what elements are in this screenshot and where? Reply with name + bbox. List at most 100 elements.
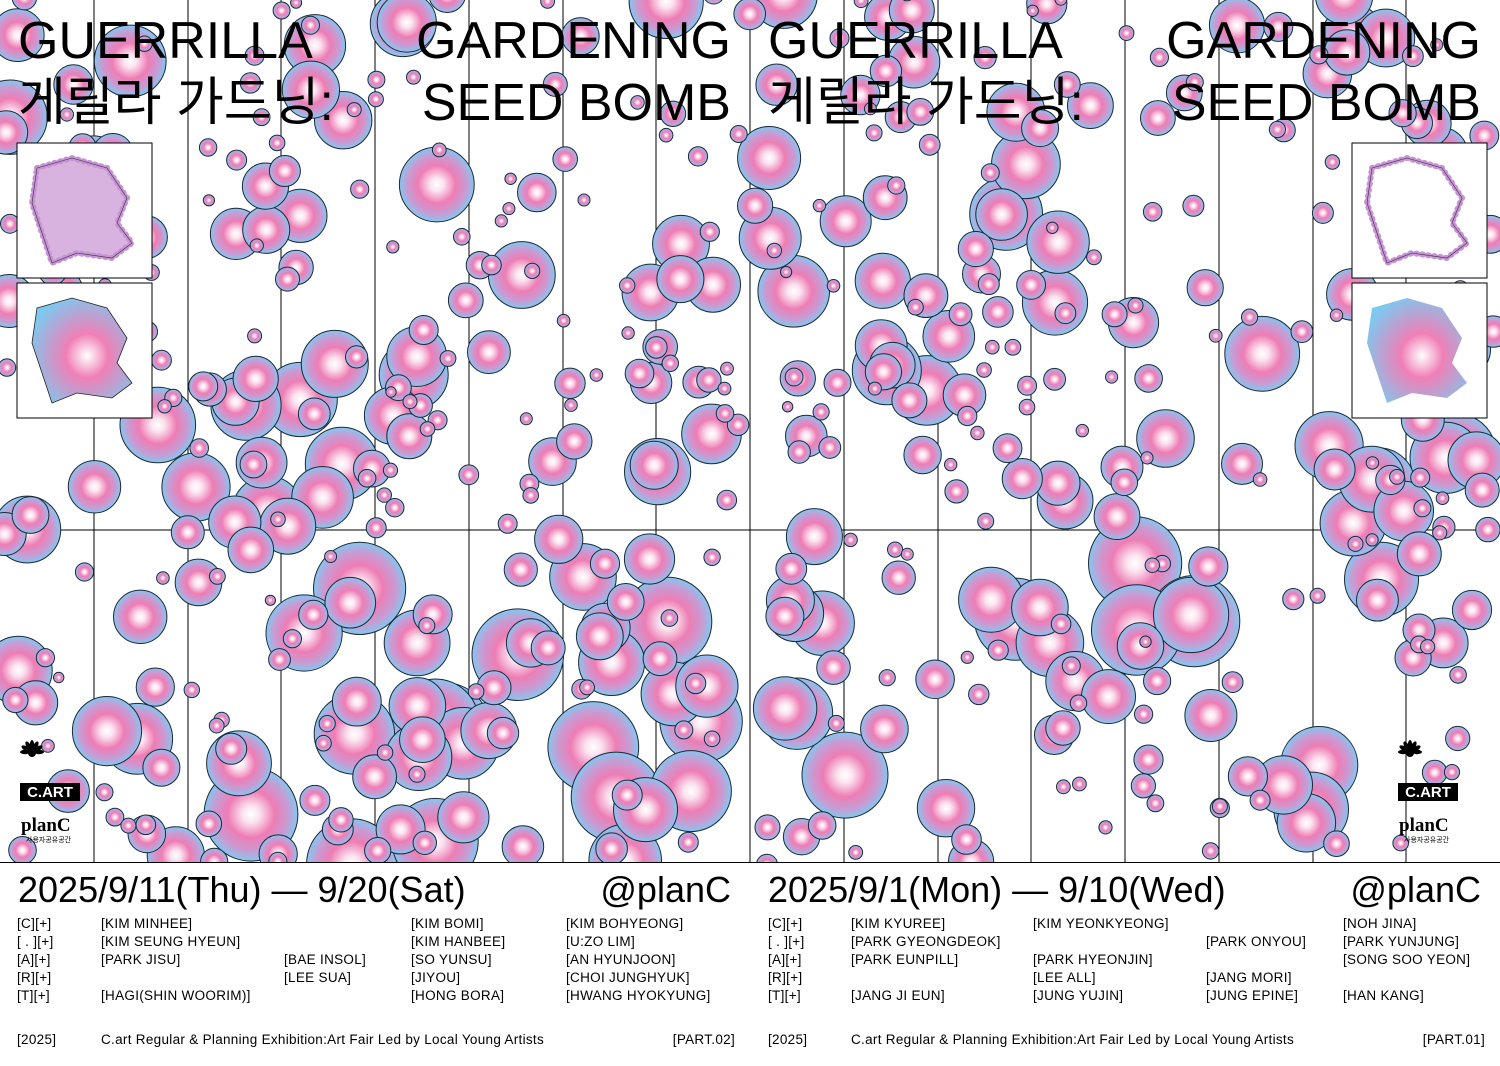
seed-bomb <box>11 496 50 534</box>
seed-bomb <box>382 462 399 478</box>
seed-bomb <box>494 214 508 228</box>
seed-bomb <box>1241 308 1259 326</box>
seed-bomb <box>975 188 1028 241</box>
seed-bomb <box>209 568 226 585</box>
seed-bomb <box>818 436 842 459</box>
seed-bomb <box>985 339 1000 355</box>
seed-bomb <box>345 345 369 369</box>
artist-name: [JIYOU] <box>411 970 460 985</box>
artist-name: [SONG SOO YEON] <box>1343 952 1470 967</box>
seed-bomb <box>787 440 811 464</box>
seed-bomb <box>232 355 279 402</box>
seed-bomb <box>726 413 750 436</box>
artist-name: [NOH JINA] <box>1343 916 1417 931</box>
seed-bomb <box>151 349 172 371</box>
seed-bomb <box>1184 689 1238 742</box>
seed-bomb <box>674 720 694 740</box>
seed-bomb <box>385 386 397 398</box>
seed-bomb <box>826 279 841 293</box>
seed-bomb <box>268 134 286 152</box>
seed-bomb <box>1143 666 1172 696</box>
seed-bomb <box>67 460 122 514</box>
logo-flower <box>33 745 43 752</box>
seed-bomb <box>1311 201 1334 224</box>
seed-bomb <box>891 382 928 419</box>
artist-name: [KIM HANBEE] <box>411 934 505 949</box>
seed-bomb <box>1026 210 1090 274</box>
seed-bomb <box>1153 576 1230 654</box>
seed-bomb <box>297 397 331 431</box>
seed-bomb <box>1050 613 1072 635</box>
seed-bomb <box>1116 622 1165 670</box>
footer-text: C.art Regular & Planning Exhibition:Art … <box>851 1032 1294 1047</box>
seed-bomb <box>105 807 125 827</box>
cart-logo: C.ART <box>27 784 73 801</box>
seed-bomb <box>386 413 433 460</box>
map-insets <box>16 142 1488 419</box>
seed-bomb <box>756 853 778 862</box>
seed-bomb <box>1146 794 1165 813</box>
seed-bomb <box>630 95 645 110</box>
seed-bomb <box>752 676 818 741</box>
dates: 2025/9/1(Mon) — 9/10(Wed) <box>768 869 1226 910</box>
map-fill <box>1367 298 1467 403</box>
artist-name: [LEE ALL] <box>1033 970 1096 985</box>
artist-name: [AN HYUNJOON] <box>566 952 676 967</box>
seed-bomb <box>812 198 827 213</box>
seed-bomb <box>1211 798 1228 815</box>
seed-bomb <box>1016 270 1046 300</box>
seed-bomb <box>458 464 480 486</box>
artist-name: [JUNG EPINE] <box>1206 988 1298 1003</box>
seed-bomb <box>264 594 276 606</box>
seed-bomb <box>357 469 377 488</box>
seed-bomb <box>819 195 872 248</box>
seed-bomb <box>957 405 978 427</box>
dates: 2025/9/11(Thu) — 9/20(Sat) <box>18 869 466 910</box>
artist-name: [PARK JISU] <box>101 952 181 967</box>
seed-bomb <box>1021 109 1060 148</box>
seed-bomb <box>324 576 377 629</box>
seed-bomb <box>1017 375 1038 396</box>
seed-bomb <box>1054 0 1068 6</box>
seed-bomb <box>497 513 518 534</box>
seed-bomb <box>642 641 678 677</box>
seed-bomb <box>878 669 896 687</box>
title: SEED BOMB <box>1172 74 1481 132</box>
seed-bomb <box>854 252 911 309</box>
seed-bomb <box>775 552 808 585</box>
seed-bomb <box>2 686 29 714</box>
seed-bomb <box>1315 0 1373 25</box>
seed-bomb <box>418 617 436 635</box>
seed-bomb <box>556 313 571 328</box>
artist-name: [JUNG YUJIN] <box>1033 988 1123 1003</box>
artist-name: [HWANG HYOKYUNG] <box>566 988 711 1003</box>
seed-bomb <box>1365 456 1380 470</box>
seed-bomb <box>1101 301 1128 328</box>
seed-bomb <box>843 532 858 548</box>
seed-bomb <box>1072 776 1087 792</box>
seed-bomb <box>275 266 300 292</box>
artist-name: [LEE SUA] <box>284 970 351 985</box>
seed-bomb <box>1413 499 1432 518</box>
seed-bomb <box>227 526 275 574</box>
seed-bomb <box>467 683 485 700</box>
artist-name: [BAE INSOL] <box>284 952 366 967</box>
map-outline <box>31 157 133 264</box>
seed-bomb <box>249 238 264 253</box>
seed-bomb <box>1001 458 1043 500</box>
seed-bomb <box>71 696 143 767</box>
map-outline <box>1366 157 1468 264</box>
seed-bomb <box>542 71 568 97</box>
footer-text: C.art Regular & Planning Exhibition:Art … <box>101 1032 544 1047</box>
logo-flower <box>1406 749 1414 757</box>
seed-bomb <box>915 659 955 700</box>
artist-name: [PARK YUNJUNG] <box>1343 934 1459 949</box>
seed-bomb <box>1224 315 1301 392</box>
seed-bomb <box>720 361 734 376</box>
seed-bomb <box>481 254 502 276</box>
seed-bomb <box>1004 338 1022 356</box>
seed-bomb <box>406 69 421 85</box>
seed-bomb <box>1067 82 1114 129</box>
seed-bomb <box>684 672 707 695</box>
seed-bomb <box>1410 467 1431 488</box>
